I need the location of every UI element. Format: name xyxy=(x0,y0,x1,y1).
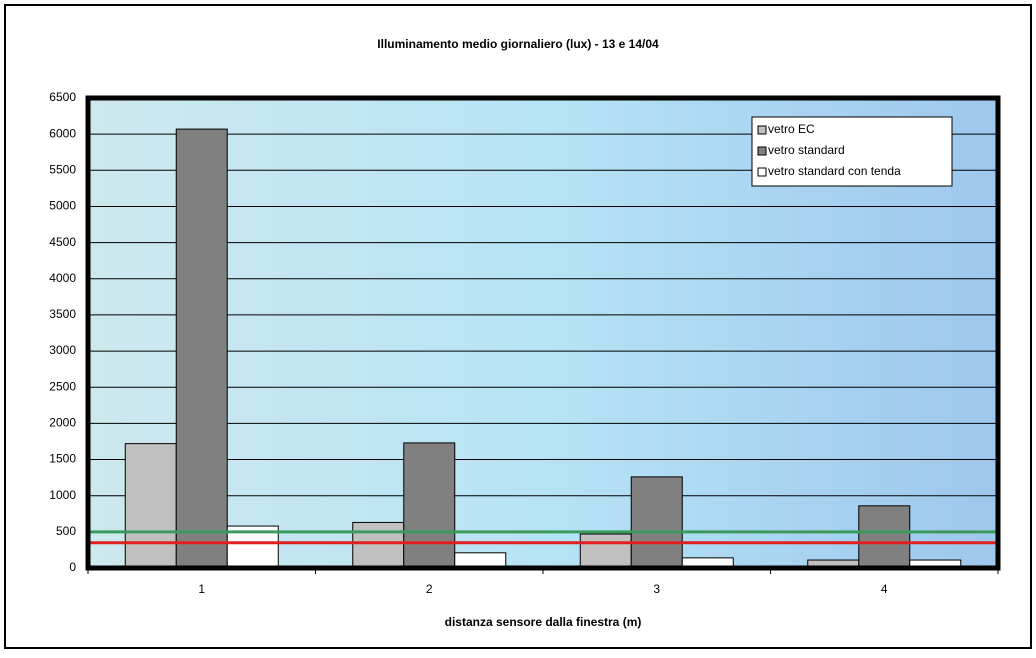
y-tick-label: 0 xyxy=(69,560,76,574)
bar xyxy=(579,533,632,569)
x-tick-label: 2 xyxy=(426,582,433,596)
y-tick-label: 6500 xyxy=(49,90,76,104)
legend xyxy=(751,116,953,187)
y-tick-label: 4000 xyxy=(49,271,76,285)
chart-title: Illuminamento medio giornaliero (lux) - … xyxy=(377,37,659,51)
bar xyxy=(175,128,228,569)
x-axis-label: distanza sensore dalla finestra (m) xyxy=(445,615,642,629)
y-tick-label: 4500 xyxy=(49,235,76,249)
legend-swatch xyxy=(757,167,767,177)
y-tick-label: 6000 xyxy=(49,126,76,140)
x-tick-label: 4 xyxy=(881,582,888,596)
legend-label: vetro standard con tenda xyxy=(768,164,901,178)
bar xyxy=(352,521,405,569)
y-tick-label: 1000 xyxy=(49,488,76,502)
bar xyxy=(124,443,177,569)
legend-swatch xyxy=(757,146,767,156)
legend-label: vetro EC xyxy=(768,122,815,136)
y-tick-label: 2000 xyxy=(49,416,76,430)
y-tick-label: 2500 xyxy=(49,379,76,393)
bar xyxy=(403,442,456,569)
y-tick-label: 500 xyxy=(56,524,76,538)
y-tick-label: 3000 xyxy=(49,343,76,357)
y-tick-label: 5000 xyxy=(49,199,76,213)
legend-swatch xyxy=(757,125,767,135)
legend-label: vetro standard xyxy=(768,143,845,157)
bar xyxy=(630,476,683,569)
y-tick-label: 3500 xyxy=(49,307,76,321)
x-tick-label: 3 xyxy=(653,582,660,596)
x-tick-label: 1 xyxy=(198,582,205,596)
bar xyxy=(858,505,911,569)
y-tick-label: 5500 xyxy=(49,162,76,176)
y-tick-label: 1500 xyxy=(49,452,76,466)
